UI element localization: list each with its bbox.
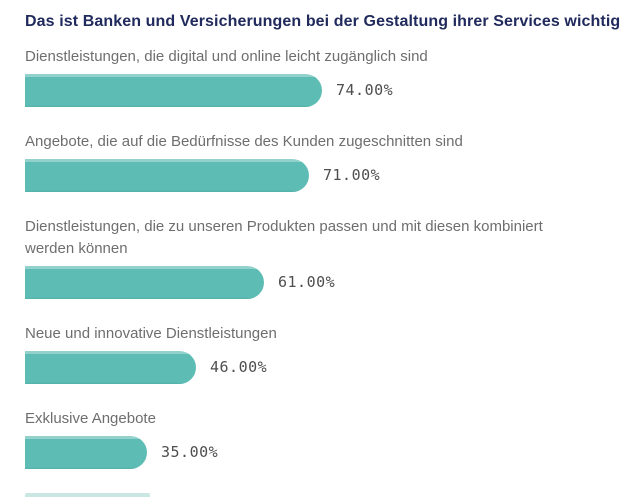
bar-label: Exklusive Angebote [25,410,156,427]
bar-value-label: 46.00% [210,358,268,376]
bar-label: Dienstleistungen, die digital und online… [25,48,428,65]
bar-chart-row: Angebote, die auf die Bedürfnisse des Ku… [25,131,596,192]
bar-chart-row: Neue und innovative Dienstleistungen 46.… [25,323,596,384]
bar [25,74,322,107]
bar-chart-row: Exklusive Angebote 35.00% [25,408,596,469]
bar [25,266,264,299]
bar-line: 35.00% [25,436,596,469]
bar-value-label: 61.00% [278,273,336,291]
bar [25,436,147,469]
bar-chart: Dienstleistungen, die digital und online… [25,46,596,469]
chart-title: Das ist Banken und Versicherungen bei de… [25,13,621,30]
bar [25,159,309,192]
bar-line: 61.00% [25,266,596,299]
bar-chart-row: Dienstleistungen, die zu unseren Produkt… [25,216,596,299]
bar-value-label: 71.00% [323,166,381,184]
bar-line: 46.00% [25,351,596,384]
bar-chart-row: Dienstleistungen, die digital und online… [25,46,596,107]
bar-line: 71.00% [25,159,596,192]
bar-line: 74.00% [25,74,596,107]
bar-label: Dienstleistungen, die zu unseren Produkt… [25,218,543,257]
bar-label: Neue und innovative Dienstleistungen [25,325,277,342]
bar-label: Angebote, die auf die Bedürfnisse des Ku… [25,133,463,150]
bar-value-label: 35.00% [161,443,219,461]
bar [25,351,196,384]
cutoff-bar-partial [25,493,150,497]
bar-value-label: 74.00% [336,81,394,99]
